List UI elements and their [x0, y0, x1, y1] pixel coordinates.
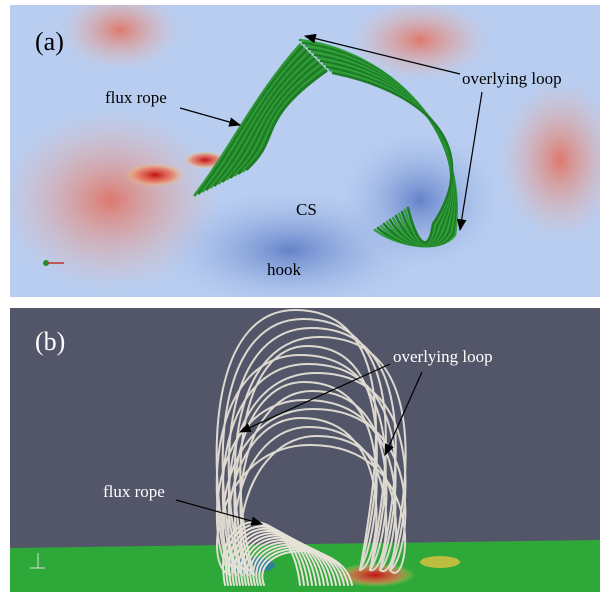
annotation: flux rope: [105, 88, 167, 107]
annotation: CS: [296, 200, 317, 219]
annotation: flux rope: [103, 482, 165, 501]
annotation: overlying loop: [462, 69, 562, 88]
figure: (a) flux rope overlying loop CS hook (b)…: [0, 0, 607, 598]
field-patch: [420, 556, 460, 568]
annotation: overlying loop: [393, 347, 493, 366]
panel-label: (a): [35, 27, 64, 56]
panel-label: (b): [35, 327, 65, 356]
field-patch: [340, 130, 500, 270]
field-patch: [125, 163, 185, 187]
panel-b: [10, 308, 600, 592]
panel-a: [0, 0, 607, 310]
annotation: hook: [267, 260, 302, 279]
